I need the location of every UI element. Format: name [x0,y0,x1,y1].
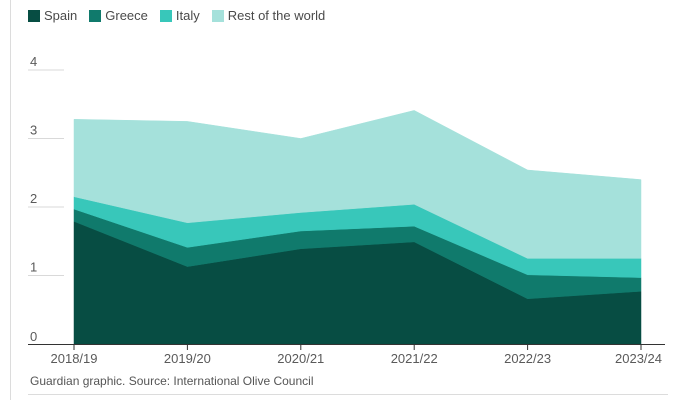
legend-swatch-spain [28,9,40,22]
y-tick-label-3: 3 [30,123,37,138]
legend-item-greece: Greece [89,8,148,23]
legend-label-greece: Greece [105,8,148,23]
legend-item-italy: Italy [159,8,200,23]
x-tick-label-2022/23: 2022/23 [504,351,551,366]
y-tick-label-0: 0 [30,329,37,344]
x-tick-label-2020/21: 2020/21 [277,351,324,366]
left-divider [10,0,11,400]
legend-swatch-italy [159,9,172,22]
legend: Spain Greece Italy Rest of the world [28,8,337,23]
x-tick-label-2023/24: 2023/24 [615,351,662,366]
source-note: Guardian graphic. Source: International … [30,374,314,388]
y-tick-label-2: 2 [30,191,37,206]
y-tick-label-4: 4 [30,54,37,69]
x-tick-label-2018/19: 2018/19 [51,351,98,366]
area-rest-of-the-world [73,110,642,259]
legend-label-italy: Italy [175,8,200,23]
x-tick-label-2021/22: 2021/22 [391,351,438,366]
y-tick-label-1: 1 [30,260,37,275]
legend-label-rest-of-world: Rest of the world [227,8,326,23]
legend-swatch-greece [89,9,102,22]
legend-item-rest-of-world: Rest of the world [211,8,326,23]
x-tick-label-2019/20: 2019/20 [164,351,211,366]
legend-label-spain: Spain [44,8,78,23]
bottom-rule [28,394,668,395]
legend-swatch-rest-of-world [211,9,224,22]
legend-item-spain: Spain [28,8,77,23]
